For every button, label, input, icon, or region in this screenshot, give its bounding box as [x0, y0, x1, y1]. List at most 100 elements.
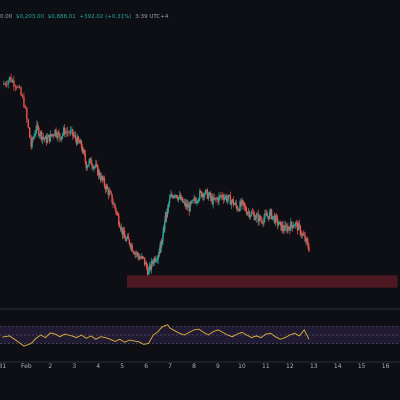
candle-up [189, 201, 191, 212]
x-tick-label: 13 [310, 363, 318, 370]
candle-down [50, 133, 52, 136]
candle-down [81, 147, 84, 153]
candle-up [196, 201, 198, 203]
candle-down [66, 131, 69, 133]
candle-down [40, 131, 43, 140]
candle-down [266, 214, 268, 217]
candle-down [215, 197, 217, 199]
candle-up [136, 252, 138, 254]
candle-up [82, 149, 85, 153]
candle-down [244, 205, 246, 207]
candle-up [290, 221, 292, 231]
candle-down [298, 223, 301, 226]
candle-down [48, 135, 51, 142]
candle-down [143, 257, 145, 259]
candle-up [100, 176, 103, 181]
candle-up [11, 80, 14, 83]
candle-up [74, 135, 76, 137]
candle-down [127, 236, 130, 240]
candle-up [264, 213, 266, 219]
candle-up [274, 215, 277, 223]
candle-down [177, 197, 179, 200]
candle-down [217, 198, 219, 202]
candle-up [224, 196, 227, 198]
candle-down [245, 206, 247, 211]
candle-up [230, 201, 233, 205]
candle-up [271, 216, 274, 220]
candle-up [207, 194, 210, 199]
candle-up [134, 252, 136, 255]
candle-down [99, 177, 102, 181]
candle-up [8, 77, 11, 81]
candle-up [173, 195, 175, 199]
candle-up [183, 201, 186, 203]
candle-up [141, 256, 143, 259]
candle-down [291, 225, 294, 228]
candle-down [75, 139, 78, 145]
candle-down [132, 250, 134, 253]
x-tick-label: 31 [0, 363, 6, 370]
candle-up [234, 202, 236, 205]
candle-down [124, 237, 127, 241]
candle-down [243, 202, 245, 206]
candle-up [294, 222, 297, 225]
candle-down [45, 136, 48, 143]
candle-down [133, 252, 135, 255]
candle-down [103, 178, 106, 186]
candle-down [295, 222, 298, 224]
candle-down [276, 217, 279, 225]
candle-down [115, 208, 117, 213]
candle-down [58, 132, 60, 134]
candle-up [122, 230, 125, 236]
candle-up [278, 221, 280, 225]
candle-down [232, 199, 234, 205]
candle-up [167, 203, 170, 206]
candle-down [101, 176, 104, 180]
candle-down [123, 230, 126, 238]
candle-down [279, 221, 281, 223]
candle-down [270, 209, 273, 220]
candle-up [34, 133, 36, 136]
header-close: $0,888.01 [47, 14, 76, 20]
candle-up [7, 80, 9, 85]
candle-up [158, 252, 160, 256]
candle-up [162, 234, 164, 242]
candle-up [165, 213, 167, 222]
candle-down [291, 221, 293, 226]
x-tick-label: 8 [192, 363, 196, 370]
candle-up [201, 193, 204, 198]
header-open: $0,203.00 [16, 14, 44, 20]
rsi-line [2, 324, 310, 347]
candle-down [23, 96, 25, 107]
candle-up [161, 241, 164, 244]
candle-up [120, 227, 123, 230]
candle-up [63, 128, 65, 134]
candle-up [258, 215, 260, 222]
candle-up [192, 200, 194, 201]
demand-zone [126, 275, 398, 288]
candle-up [210, 196, 212, 198]
candle-down [222, 195, 224, 198]
x-tick-label: 7 [168, 363, 172, 370]
candle-down [78, 140, 81, 144]
candle-down [63, 128, 66, 135]
candle-up [3, 83, 5, 85]
candle-down [286, 226, 288, 232]
candle-up [287, 226, 289, 232]
candle-up [205, 189, 208, 191]
candle-up [263, 218, 265, 224]
candle-up [223, 197, 226, 200]
candle-up [226, 198, 229, 201]
candle-down [84, 154, 86, 162]
candle-up [41, 136, 44, 140]
candle-down [56, 135, 58, 138]
candle-down [300, 234, 303, 236]
candle-down [262, 222, 264, 224]
candle-down [6, 84, 8, 86]
candle-down [251, 212, 254, 214]
candle-up [57, 132, 59, 138]
candle-down [273, 215, 276, 223]
candle-up [218, 195, 220, 202]
candle-down [137, 252, 139, 257]
